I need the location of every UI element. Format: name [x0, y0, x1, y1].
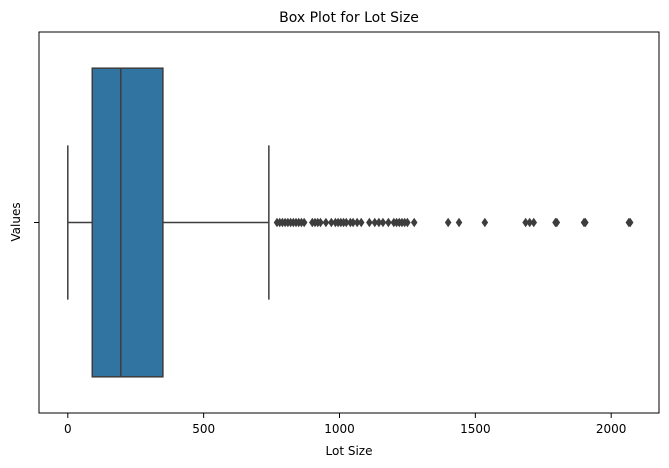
plot-area [67, 67, 634, 378]
outlier-point [410, 217, 418, 228]
x-tick-label: 1000 [324, 422, 355, 436]
x-tick-label: 2000 [596, 422, 627, 436]
outlier-point [366, 217, 373, 228]
outlier-point [317, 217, 324, 228]
x-tick-label: 0 [64, 422, 72, 436]
outlier-point [404, 217, 411, 228]
outlier-point [322, 217, 330, 228]
outlier-point [300, 217, 308, 228]
x-axis-ticks: 0 500 1000 1500 2000 [64, 413, 626, 436]
x-tick-label: 500 [192, 422, 215, 436]
x-axis-label: Lot Size [326, 444, 373, 458]
outlier-point [379, 217, 387, 228]
y-axis-label: Values [9, 202, 23, 241]
iqr-box [91, 67, 164, 378]
outlier-point [582, 217, 589, 228]
outlier-point [626, 217, 634, 228]
outlier-point [455, 217, 463, 228]
outlier-point [481, 217, 489, 228]
x-tick-label: 1500 [460, 422, 491, 436]
outlier-point [385, 217, 392, 228]
outlier-point [553, 217, 561, 228]
outlier-point [444, 217, 452, 228]
outlier-point [530, 217, 538, 228]
outlier-point [357, 217, 365, 228]
chart-title: Box Plot for Lot Size [279, 10, 419, 26]
